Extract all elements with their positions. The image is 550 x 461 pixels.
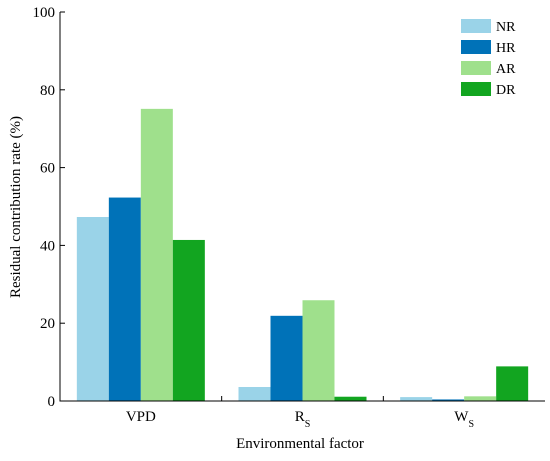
bar-nr-ws — [400, 397, 433, 401]
y-tick-label: 60 — [40, 161, 55, 177]
bar-ar-rs — [302, 300, 335, 401]
bar-nr-vpd — [76, 217, 109, 401]
bar-dr-ws — [496, 366, 529, 401]
legend: NR HR AR DR — [461, 19, 516, 98]
legend-label-nr: NR — [496, 20, 516, 35]
bar-hr-vpd — [108, 197, 141, 401]
y-axis-title: Residual contribution rate (%) — [8, 116, 24, 298]
y-tick-label: 40 — [40, 238, 55, 254]
legend-swatch-hr — [461, 40, 491, 54]
bar-hr-rs — [270, 315, 303, 401]
bar-dr-rs — [334, 396, 367, 401]
legend-label-dr: DR — [496, 83, 516, 98]
legend-label-ar: AR — [496, 62, 516, 77]
bars-layer — [76, 108, 529, 402]
legend-swatch-ar — [461, 61, 491, 75]
bar-ar-vpd — [140, 108, 173, 402]
legend-swatch-dr — [461, 82, 491, 96]
y-tick-label: 20 — [40, 316, 55, 332]
bar-hr-ws — [432, 399, 465, 401]
x-axis-title: Environmental factor — [236, 436, 364, 452]
y-tick-label: 0 — [48, 394, 56, 410]
x-category-label: RS — [295, 409, 311, 430]
x-category-label: VPD — [126, 409, 156, 425]
y-tick-label: 100 — [33, 5, 56, 21]
y-tick-label: 80 — [40, 83, 55, 99]
legend-label-hr: HR — [496, 41, 516, 56]
bar-ar-ws — [464, 396, 497, 401]
bar-dr-vpd — [172, 239, 205, 401]
legend-swatch-nr — [461, 19, 491, 33]
x-category-label: WS — [454, 409, 474, 430]
bar-nr-rs — [238, 386, 271, 401]
axes-layer: 0 20 40 60 80 100 VPD RS WS — [33, 5, 545, 430]
